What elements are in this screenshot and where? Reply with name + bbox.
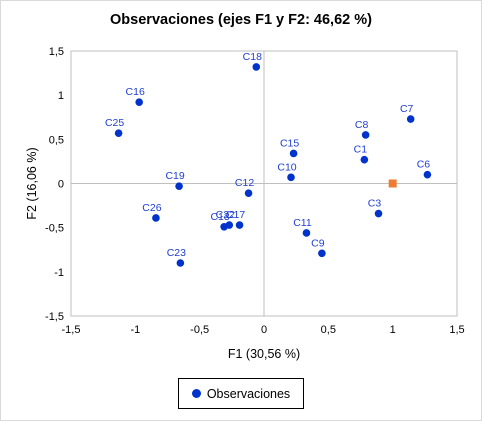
y-axis-label: F2 (16,06 %) (25, 147, 39, 219)
point-label: C6 (417, 159, 431, 171)
x-tick-label: 1,5 (449, 324, 464, 336)
data-point-c15 (289, 149, 298, 158)
y-tick-label: 1 (58, 90, 64, 102)
x-tick-label: 0,5 (321, 324, 336, 336)
point-label: C11 (293, 217, 312, 229)
y-tick-label: 1,5 (49, 46, 64, 58)
x-tick-label: -1,5 (62, 324, 81, 336)
data-point-c26 (152, 214, 160, 222)
x-tick-label: 0 (261, 324, 267, 336)
point-label: C25 (105, 117, 124, 129)
x-tick-label: -1 (130, 324, 140, 336)
data-point-c23 (176, 259, 185, 267)
legend: Observaciones (178, 378, 304, 409)
point-label: C7 (400, 103, 414, 115)
data-point-c7 (406, 115, 415, 123)
data-point-c10 (287, 173, 295, 182)
point-label: C19 (165, 170, 184, 182)
data-point-c6 (423, 170, 432, 179)
data-point-c12 (244, 189, 253, 198)
point-label: C17 (226, 209, 245, 221)
point-label: C13 (210, 211, 229, 223)
data-point-c9 (318, 249, 326, 258)
data-point-c1 (360, 155, 369, 164)
data-point-c13 (220, 222, 228, 231)
y-tick-label: 0 (58, 179, 64, 191)
x-tick-label: -0,5 (190, 324, 209, 336)
point-label: C26 (142, 202, 161, 214)
data-point-c8 (361, 131, 370, 139)
point-label: C8 (355, 119, 369, 131)
y-tick-label: -1 (54, 267, 64, 279)
point-label: C18 (243, 51, 262, 63)
point-label: C12 (235, 177, 254, 189)
data-point-c3 (374, 209, 383, 218)
point-label: C15 (280, 137, 299, 149)
data-point-c19 (175, 182, 183, 190)
point-label: C16 (126, 86, 145, 98)
data-point-c16 (135, 98, 143, 107)
y-tick-label: 0,5 (49, 134, 64, 146)
chart-title: Observaciones (ejes F1 y F2: 46,62 %) (110, 12, 372, 28)
point-label: C9 (311, 237, 325, 249)
point-label: C1 (354, 144, 368, 156)
legend-label: Observaciones (206, 386, 291, 401)
y-tick-label: -1,5 (45, 311, 64, 323)
x-tick-label: 1 (390, 324, 396, 336)
y-tick-label: -0,5 (45, 223, 64, 235)
point-label: C3 (368, 198, 382, 210)
point-label: C22 (216, 209, 235, 221)
data-point-c11 (302, 229, 311, 237)
point-label: C23 (167, 247, 186, 259)
data-point-c18 (252, 63, 261, 71)
data-point-c25 (114, 129, 123, 137)
point-label: C10 (277, 161, 296, 173)
centroid-marker (388, 179, 397, 188)
data-point-c17 (235, 221, 244, 229)
x-axis-label: F1 (30,56 %) (228, 347, 300, 361)
legend-marker-icon (191, 389, 201, 398)
